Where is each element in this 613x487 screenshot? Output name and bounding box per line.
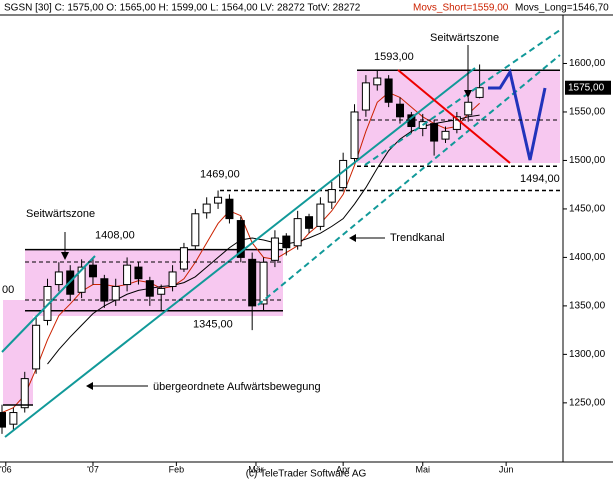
candle-body — [464, 101, 473, 116]
arrow-head — [349, 234, 356, 242]
y-tick-label: 1300,00 — [569, 349, 606, 360]
y-tick-label: 1250,00 — [569, 397, 606, 408]
candle-body — [396, 103, 405, 118]
candle-body — [0, 412, 6, 428]
last-price-label: 1575,00 — [568, 82, 605, 93]
y-tick-label: 1550,00 — [569, 107, 606, 118]
y-tick-label: 1400,00 — [569, 252, 606, 263]
candle-body — [327, 189, 336, 203]
candle-body — [225, 198, 234, 220]
y-tick-label: 1600,00 — [569, 58, 606, 69]
annotation: Seitwärtszone — [26, 208, 95, 220]
level-label: 1593,00 — [374, 51, 414, 63]
y-tick-label: 1500,00 — [569, 155, 606, 166]
candle-body — [191, 213, 200, 247]
candle-body — [43, 285, 52, 321]
resistance-line — [397, 69, 511, 164]
candle-body — [430, 123, 439, 142]
candle-body — [361, 82, 370, 111]
arrow-head — [86, 382, 93, 390]
trend-line — [4, 67, 476, 438]
arrow-head — [61, 252, 69, 260]
x-tick-label: Mai — [415, 464, 430, 474]
candle-body — [316, 203, 325, 227]
candle-body — [350, 111, 359, 160]
projection — [488, 68, 547, 161]
annotation: 00 — [2, 284, 14, 296]
candle-body — [77, 266, 86, 293]
candle-body — [32, 324, 41, 370]
candle-body — [270, 237, 279, 261]
legend-entry: Movs_Short=1559,00 — [413, 3, 509, 14]
candle-body — [293, 218, 302, 247]
candle-body — [214, 196, 223, 204]
candle-body — [111, 285, 120, 301]
candle-body — [236, 220, 245, 258]
candle-body — [123, 264, 132, 286]
annotation: übergeordnete Aufwärtsbewegung — [153, 381, 321, 393]
y-tick-label: 1350,00 — [569, 301, 606, 312]
trend-line — [1, 255, 96, 353]
candle-body — [134, 266, 143, 280]
annotation: Seitwärtszone — [430, 32, 499, 44]
candle-body — [452, 116, 461, 130]
x-tick-label: Jun — [499, 464, 514, 474]
candle-body — [305, 216, 314, 229]
legend-entry: Movs_Long=1546,70 — [515, 3, 609, 14]
candle-body — [384, 78, 393, 103]
candle-body — [475, 87, 484, 98]
footer: (c) TeleTrader Software AG — [246, 469, 367, 480]
candle-body — [100, 278, 109, 302]
zone — [25, 249, 283, 316]
candle-body — [54, 271, 63, 286]
candle-body — [157, 287, 166, 295]
trend-channel — [257, 54, 561, 306]
candle-body — [373, 77, 382, 86]
candle-body — [282, 235, 291, 249]
level-label: 1469,00 — [200, 168, 240, 180]
candle-body — [88, 264, 97, 278]
candle-body — [20, 378, 29, 409]
x-tick-label: '07 — [87, 464, 99, 474]
candle-body — [441, 130, 450, 140]
annotation: Trendkanal — [390, 232, 445, 244]
level-label: 1408,00 — [95, 230, 135, 242]
candle-body — [179, 247, 188, 270]
x-tick-label: Feb — [169, 464, 185, 474]
header: SGSN [30] C: 1575,00 O: 1565,00 H: 1599,… — [4, 3, 361, 14]
candle-body — [202, 203, 211, 214]
level-label: 1494,00 — [520, 173, 560, 185]
x-tick-label: '06 — [0, 464, 12, 474]
x-tick-label: Mär — [248, 464, 264, 474]
y-tick-label: 1450,00 — [569, 204, 606, 215]
candle-body — [145, 280, 154, 297]
candle-body — [9, 412, 18, 425]
arrow-head — [464, 90, 472, 98]
last-price-tag — [565, 80, 611, 95]
candle-body — [168, 271, 177, 287]
x-tick-label: Apr — [336, 464, 350, 474]
level-label: 1345,00 — [193, 319, 233, 331]
candle-body — [248, 258, 257, 307]
